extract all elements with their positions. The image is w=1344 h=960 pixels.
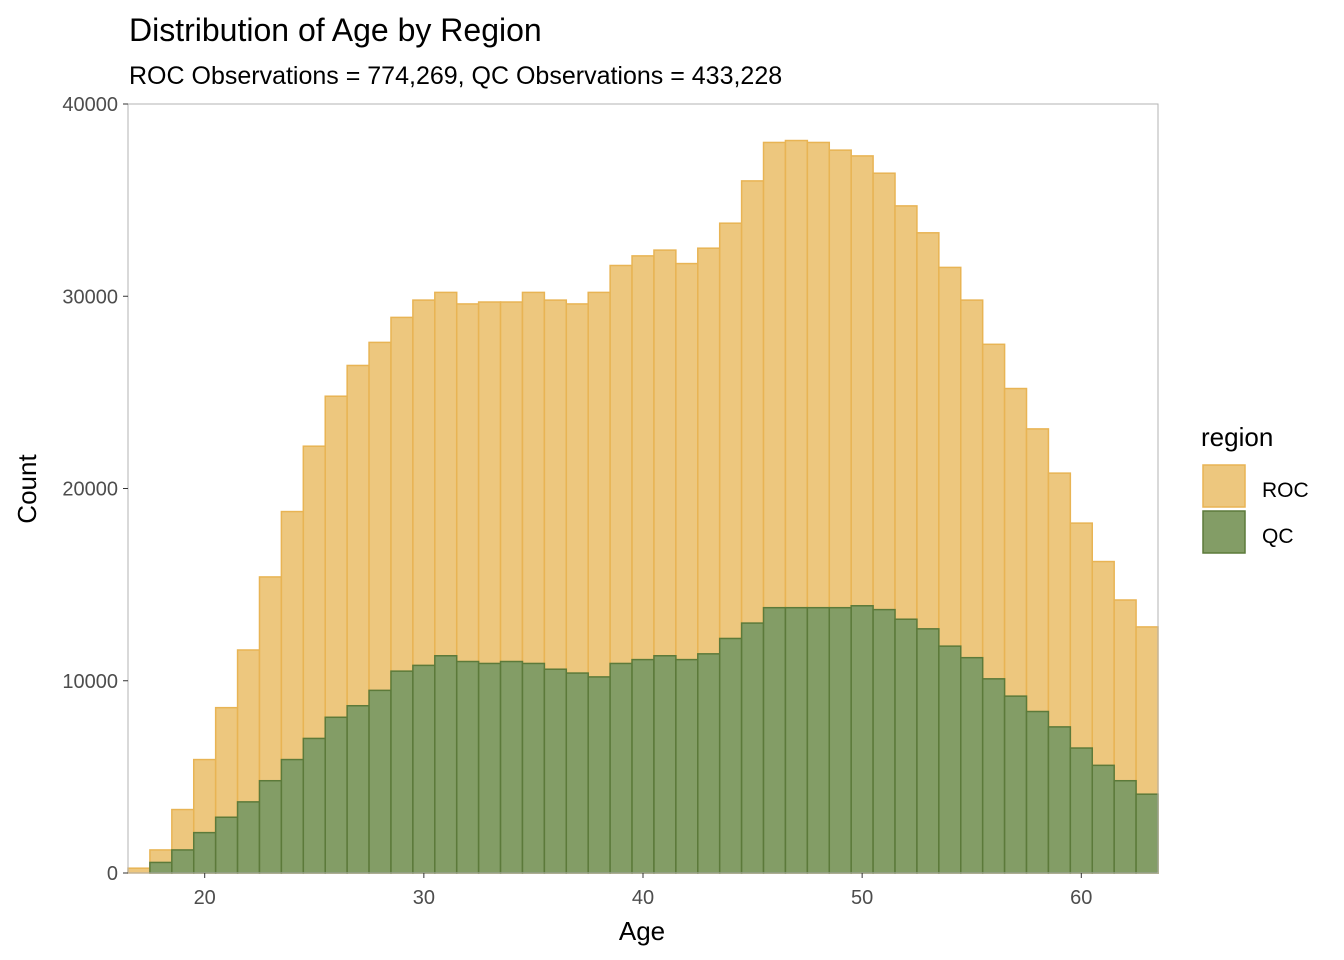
bar-qc-33	[477, 662, 502, 874]
y-tick-label: 0	[107, 863, 118, 885]
legend-label-qc: QC	[1262, 525, 1294, 548]
y-tick-label: 10000	[62, 671, 118, 693]
legend: region ROC QC	[1201, 422, 1309, 554]
plot-area	[127, 103, 1159, 874]
bar-qc-45	[740, 622, 765, 874]
bar-qc-26	[324, 716, 348, 874]
y-axis-title: Count	[12, 454, 42, 524]
bar-qc-23	[258, 779, 283, 874]
bar-qc-61	[1091, 764, 1115, 874]
bar-qc-62	[1113, 779, 1137, 874]
bar-qc-57	[1003, 695, 1028, 874]
bar-qc-47	[784, 606, 809, 874]
bar-roc-17	[127, 867, 151, 874]
bar-qc-52	[894, 618, 918, 874]
bar-qc-34	[499, 660, 524, 874]
bar-qc-36	[543, 668, 568, 874]
bar-qc-25	[302, 737, 326, 874]
bar-qc-28	[368, 689, 392, 874]
bar-qc-42	[675, 658, 699, 874]
bar-qc-38	[587, 676, 611, 874]
bar-qc-63	[1135, 793, 1159, 874]
bar-qc-39	[609, 662, 633, 874]
bar-qc-59	[1047, 726, 1072, 874]
bar-qc-55	[960, 656, 984, 874]
series-qc-bars	[149, 605, 1159, 874]
bar-qc-31	[434, 655, 458, 874]
x-tick-label: 20	[194, 887, 216, 909]
chart-title: Distribution of Age by Region	[129, 12, 542, 48]
bar-qc-60	[1069, 747, 1093, 874]
bar-qc-48	[806, 606, 831, 874]
bar-qc-29	[390, 670, 414, 874]
bar-qc-19	[171, 849, 195, 874]
bar-qc-54	[938, 645, 962, 874]
bar-qc-24	[280, 758, 305, 874]
bar-qc-30	[412, 664, 436, 874]
bar-qc-18	[149, 861, 173, 874]
y-tick-label: 40000	[62, 94, 118, 116]
bar-qc-20	[192, 831, 217, 874]
bar-qc-51	[872, 608, 896, 874]
bar-qc-35	[521, 662, 546, 874]
bar-qc-40	[631, 658, 655, 874]
bar-qc-50	[850, 605, 874, 874]
x-tick-label: 30	[413, 887, 435, 909]
bar-qc-27	[346, 704, 370, 874]
x-tick-label: 40	[632, 887, 654, 909]
bar-qc-56	[981, 678, 1006, 874]
bar-qc-43	[697, 653, 721, 874]
x-axis-title: Age	[619, 916, 665, 946]
bar-qc-49	[828, 606, 852, 874]
legend-key-roc	[1202, 464, 1246, 508]
bar-qc-21	[214, 816, 239, 874]
y-axis: 0 10000 20000 30000 40000	[62, 94, 128, 885]
y-tick-label: 30000	[62, 286, 118, 308]
bar-qc-44	[718, 637, 743, 874]
bar-qc-41	[653, 655, 677, 874]
bar-qc-22	[236, 801, 261, 874]
bar-qc-37	[565, 672, 589, 874]
bar-qc-32	[455, 660, 480, 874]
legend-title: region	[1201, 422, 1273, 452]
y-tick-label: 20000	[62, 479, 118, 501]
chart-subtitle: ROC Observations = 774,269, QC Observati…	[129, 62, 782, 90]
x-tick-label: 60	[1070, 887, 1092, 909]
legend-key-qc	[1202, 510, 1246, 554]
x-tick-label: 50	[851, 887, 873, 909]
legend-label-roc: ROC	[1262, 479, 1309, 502]
x-axis: 20 30 40 50 60	[194, 873, 1092, 909]
bar-qc-46	[762, 606, 787, 874]
bar-qc-53	[916, 628, 940, 874]
bar-qc-58	[1025, 710, 1050, 874]
